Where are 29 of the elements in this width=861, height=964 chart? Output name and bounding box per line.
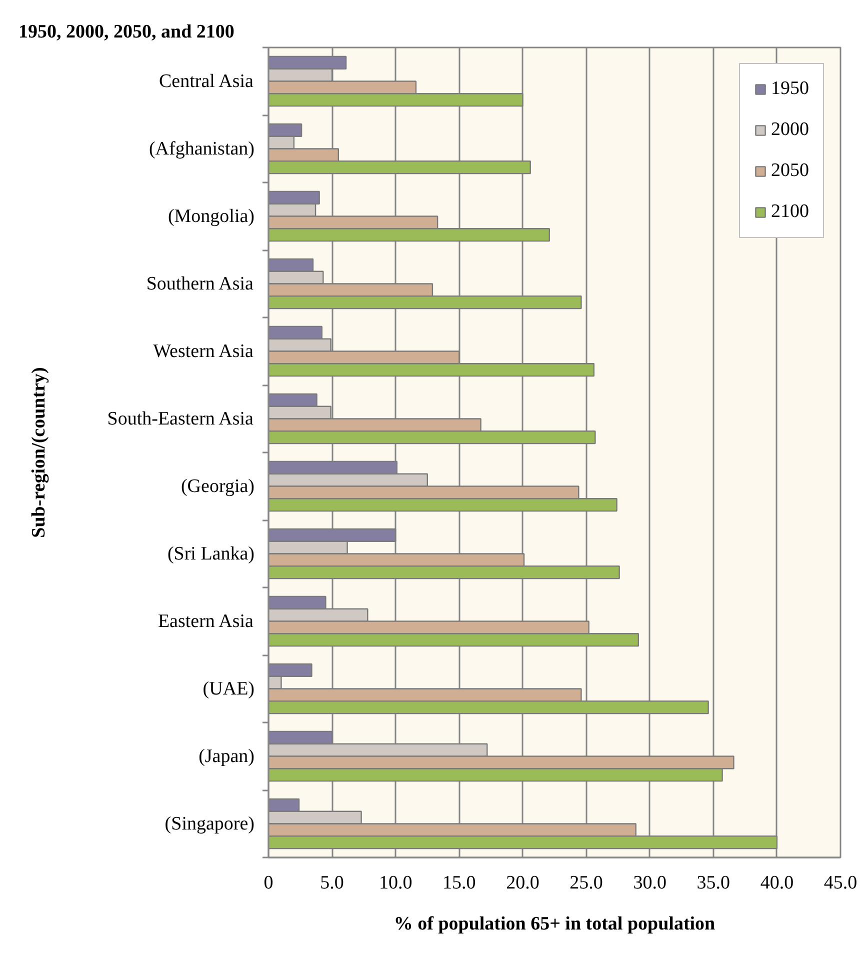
- y-tick-label: (Singapore): [164, 813, 255, 834]
- y-tick-label: (Georgia): [180, 476, 255, 497]
- x-tick-label: 20.0: [506, 872, 540, 894]
- y-tick-label: Western Asia: [153, 340, 254, 362]
- x-tick-label: 35.0: [696, 872, 730, 894]
- legend-label: 2000: [771, 119, 809, 141]
- y-tick-label: (Afghanistan): [148, 138, 255, 160]
- y-tick-label: (Japan): [198, 746, 255, 767]
- legend-label: 2050: [771, 160, 809, 182]
- y-tick-label: (Mongolia): [168, 206, 255, 227]
- x-tick-label: 0: [264, 872, 274, 894]
- x-tick-label: 40.0: [760, 872, 794, 894]
- legend-label: 2100: [771, 201, 809, 223]
- x-tick-label: 15.0: [442, 872, 476, 894]
- y-tick-label: South-Eastern Asia: [107, 408, 254, 430]
- y-tick-label: (Sri Lanka): [167, 543, 255, 564]
- y-axis-title: Sub-region/(country): [28, 367, 50, 538]
- y-tick-label: Central Asia: [159, 70, 254, 92]
- y-tick-label: Eastern Asia: [158, 610, 254, 632]
- chart-title: 1950, 2000, 2050, and 2100: [18, 22, 234, 42]
- x-tick-label: 30.0: [633, 872, 666, 894]
- x-tick-label: 10.0: [378, 872, 412, 894]
- x-axis-title: % of population 65+ in total population: [394, 914, 716, 934]
- x-tick-label: 5.0: [320, 872, 344, 894]
- y-tick-label: Southern Asia: [146, 273, 254, 294]
- x-tick-label: 25.0: [570, 872, 603, 894]
- x-tick-label: 45.0: [824, 872, 858, 894]
- legend-label: 1950: [771, 78, 809, 100]
- y-tick-label: (UAE): [202, 678, 254, 700]
